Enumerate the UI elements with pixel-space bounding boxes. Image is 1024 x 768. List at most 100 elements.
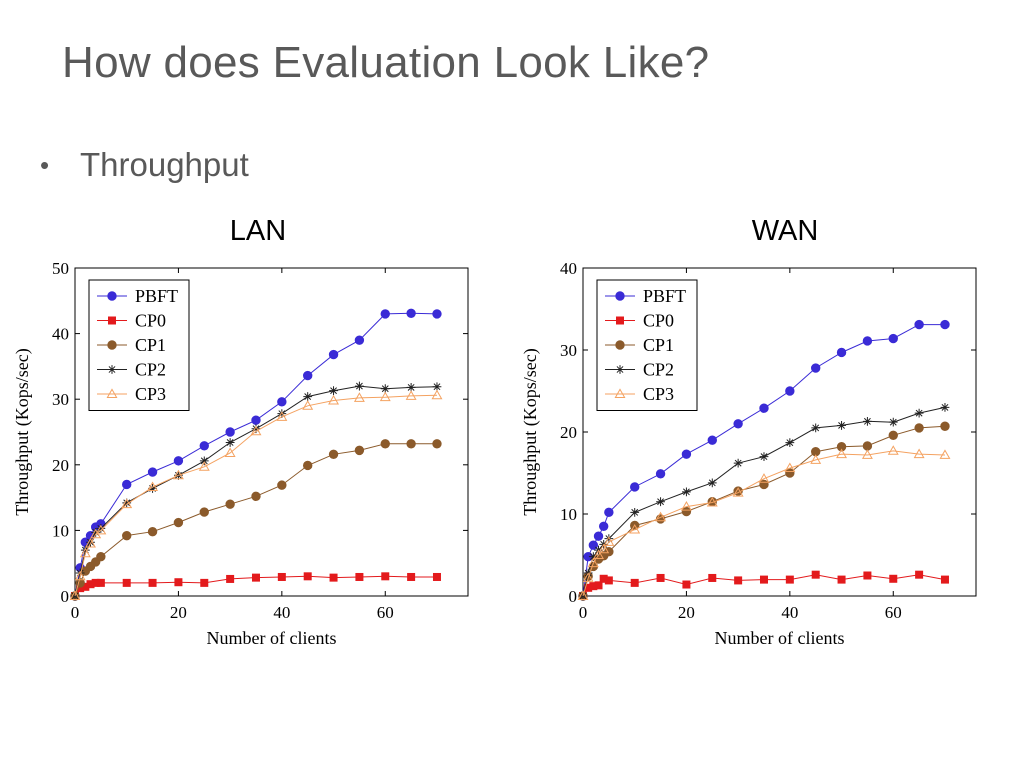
panel-label-lan: LAN xyxy=(229,215,287,247)
data-point-cp0 xyxy=(589,582,598,591)
data-point-cp1 xyxy=(836,442,847,452)
data-point-cp0 xyxy=(407,572,416,581)
bullet-text: Throughput xyxy=(80,146,249,183)
legend-label-cp0: CP0 xyxy=(643,311,674,331)
data-point-cp0 xyxy=(277,572,286,581)
data-point-cp1 xyxy=(251,491,261,501)
data-point-cp3 xyxy=(74,570,86,581)
data-point-cp1 xyxy=(328,449,339,460)
data-point-cp1 xyxy=(302,460,313,471)
data-point-cp3 xyxy=(431,389,443,400)
data-point-cp3 xyxy=(706,496,718,507)
data-point-cp0 xyxy=(734,576,743,585)
data-point-cp0 xyxy=(381,572,390,581)
data-point-cp0 xyxy=(604,576,613,585)
data-point-cp0 xyxy=(594,581,603,590)
data-point-cp3 xyxy=(680,501,692,511)
data-point-cp1 xyxy=(173,517,184,528)
data-point-cp2 xyxy=(785,438,795,448)
data-point-cp2 xyxy=(122,498,132,508)
data-point-cp0 xyxy=(86,580,95,589)
series-line-cp3 xyxy=(582,450,946,597)
data-point-cp3 xyxy=(861,449,873,459)
legend: PBFT CP0 CP1 CP2 CP3 xyxy=(88,279,190,411)
data-point-cp3 xyxy=(302,400,314,410)
data-point-pbft xyxy=(836,347,847,358)
x-tick-label: 60 xyxy=(885,603,902,622)
series-cp3 xyxy=(577,445,951,600)
data-point-cp2 xyxy=(604,534,614,543)
data-point-cp3 xyxy=(79,547,91,558)
data-point-cp3 xyxy=(887,445,899,455)
data-point-cp3 xyxy=(582,572,594,582)
legend-marker-cp1 xyxy=(107,340,117,350)
data-point-cp2 xyxy=(432,382,442,392)
series-cp3 xyxy=(69,389,443,600)
x-axis-label: Number of clients xyxy=(207,628,337,648)
legend-marker-cp2 xyxy=(615,365,625,374)
data-point-cp1 xyxy=(199,507,209,517)
data-point-cp1 xyxy=(681,506,692,517)
legend-marker-pbft xyxy=(107,291,117,301)
y-tick-label: 40 xyxy=(52,325,69,344)
data-point-cp0 xyxy=(432,572,441,581)
data-point-pbft xyxy=(940,319,950,330)
data-point-cp3 xyxy=(121,498,133,509)
data-point-cp3 xyxy=(250,425,262,436)
data-point-cp2 xyxy=(329,386,338,396)
data-point-cp0 xyxy=(656,573,665,582)
data-point-pbft xyxy=(862,336,873,346)
data-point-cp2 xyxy=(355,381,364,391)
data-point-cp3 xyxy=(198,461,210,471)
data-point-cp2 xyxy=(837,421,846,430)
data-point-pbft xyxy=(328,349,339,360)
data-point-cp2 xyxy=(656,497,665,507)
data-point-cp2 xyxy=(277,409,287,419)
series-pbft xyxy=(578,319,950,601)
data-point-cp1 xyxy=(147,527,158,537)
data-point-cp1 xyxy=(785,468,795,478)
y-tick-label: 50 xyxy=(52,259,69,278)
legend-label-cp2: CP2 xyxy=(135,360,166,380)
data-point-cp3 xyxy=(69,590,81,600)
data-point-cp0 xyxy=(81,582,90,591)
data-point-cp0 xyxy=(708,573,717,582)
data-point-pbft xyxy=(380,309,390,319)
data-point-cp0 xyxy=(863,571,872,580)
data-point-cp0 xyxy=(148,578,157,587)
data-point-cp1 xyxy=(888,430,898,440)
legend-label-cp2: CP2 xyxy=(643,360,674,380)
data-point-cp0 xyxy=(251,573,260,582)
legend-label-pbft: PBFT xyxy=(135,286,178,306)
data-point-pbft xyxy=(432,309,442,319)
data-point-pbft xyxy=(785,386,795,396)
legend-label-cp3: CP3 xyxy=(643,384,674,404)
data-point-cp0 xyxy=(329,573,338,582)
y-tick-label: 40 xyxy=(560,259,577,278)
data-point-cp1 xyxy=(277,480,287,490)
chart-lan: 0 20 40 60 0 10 20 30 40 50 Number of clients Throu… xyxy=(12,259,469,648)
data-point-cp0 xyxy=(837,575,846,584)
data-point-cp3 xyxy=(810,454,822,464)
data-point-pbft xyxy=(810,363,821,373)
data-point-pbft xyxy=(655,469,666,479)
data-point-cp3 xyxy=(353,392,365,402)
legend-label-pbft: PBFT xyxy=(643,286,686,306)
data-point-pbft xyxy=(681,449,692,459)
data-point-cp1 xyxy=(862,441,873,451)
data-point-pbft xyxy=(888,333,898,344)
data-point-cp3 xyxy=(593,549,604,559)
data-point-cp2 xyxy=(225,438,235,447)
data-point-cp3 xyxy=(655,511,667,522)
data-point-cp3 xyxy=(629,523,641,534)
data-point-cp2 xyxy=(811,423,821,433)
data-point-cp3 xyxy=(784,462,796,473)
data-point-cp3 xyxy=(276,411,288,421)
data-point-cp2 xyxy=(96,524,106,533)
legend-marker-pbft xyxy=(615,291,625,301)
y-tick-label: 10 xyxy=(52,521,69,540)
data-point-pbft xyxy=(733,419,743,429)
data-point-cp2 xyxy=(199,456,209,466)
x-tick-label: 0 xyxy=(71,603,80,622)
data-point-pbft xyxy=(630,482,640,492)
